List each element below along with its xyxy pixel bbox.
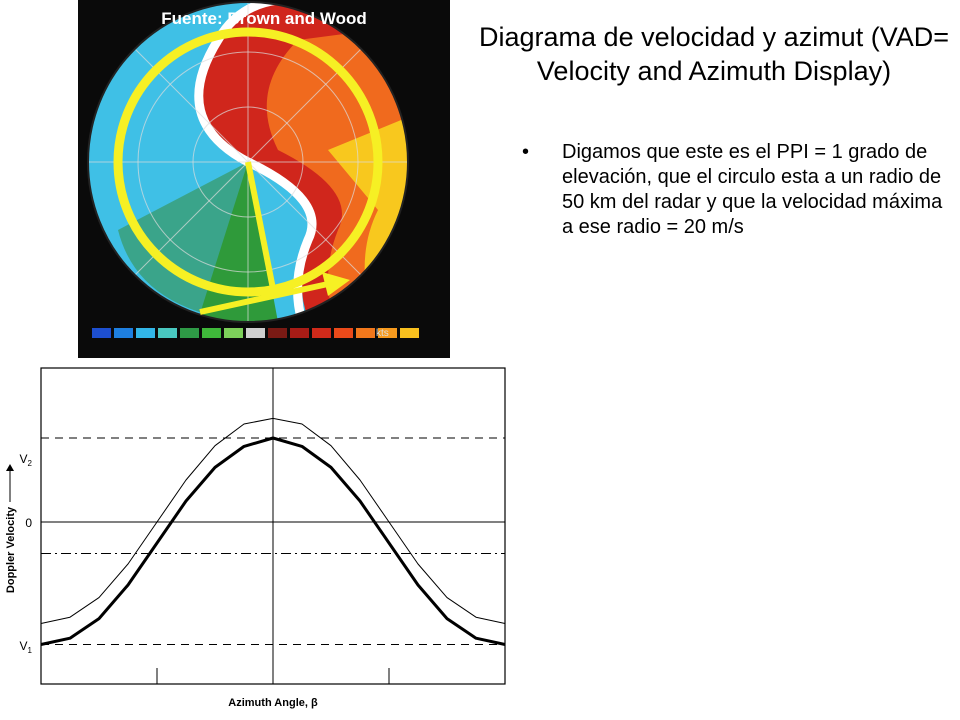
- color-bar-swatch: [378, 328, 397, 338]
- y-tick-label-zero: 0: [25, 516, 32, 530]
- color-bar-swatch: [312, 328, 331, 338]
- zero-velocity-band-south: [246, 157, 322, 322]
- vad-chart: V2 0 V1 Doppler Velocity Azimuth Angle, …: [0, 360, 520, 720]
- color-bar-swatch: [114, 328, 133, 338]
- color-bar-swatch: [92, 328, 111, 338]
- outbound-region-yellow: [328, 100, 408, 300]
- color-bar-unit-label: kts: [376, 328, 389, 339]
- y-tick-label-v2: V2: [20, 452, 33, 468]
- radius-line-overlay: [245, 161, 277, 295]
- bullet-text: Digamos que este es el PPI = 1 grado de …: [562, 141, 943, 238]
- vad-chart-svg: V2 0 V1 Doppler Velocity Azimuth Angle, …: [5, 367, 506, 709]
- series-lines: [40, 417, 506, 646]
- velocity-arrow-head: [322, 272, 350, 296]
- velocity-curve-thin: [40, 417, 506, 624]
- zero-velocity-band-north: [194, 2, 279, 166]
- color-bar-swatch: [268, 328, 287, 338]
- analysis-circle-overlay: [113, 27, 383, 297]
- color-bar-swatch: [224, 328, 243, 338]
- color-bar-swatch: [158, 328, 177, 338]
- image-credit: Fuente: Brown and Wood: [161, 9, 367, 28]
- y-tick-label-v1: V1: [20, 639, 33, 655]
- y-axis-arrow-icon: [6, 464, 14, 471]
- color-bar-swatch: [180, 328, 199, 338]
- velocity-vector-arrow: [199, 281, 329, 315]
- radar-scan-edge: [87, 1, 409, 323]
- color-bar-swatch: [246, 328, 265, 338]
- bullet-list: • Digamos que este es el PPI = 1 grado d…: [520, 140, 950, 240]
- color-bar-swatch: [202, 328, 221, 338]
- y-axis-label: Doppler Velocity: [5, 506, 17, 593]
- bullet-item: • Digamos que este es el PPI = 1 grado d…: [520, 140, 950, 240]
- slide-title: Diagrama de velocidad y azimut (VAD= Vel…: [479, 22, 949, 86]
- x-axis-label: Azimuth Angle, β: [228, 697, 318, 709]
- y-axis-label-group: Doppler Velocity: [5, 464, 17, 593]
- color-bar-swatch: [400, 328, 419, 338]
- color-bar-swatch: [356, 328, 375, 338]
- bullet-dot-icon: •: [522, 141, 530, 163]
- velocity-color-bar: [92, 328, 419, 338]
- velocity-curve-thick: [40, 436, 506, 646]
- radar-ppi-svg: kts: [78, 0, 450, 358]
- color-bar-swatch: [290, 328, 309, 338]
- color-bar-swatch: [334, 328, 353, 338]
- color-bar-swatch: [136, 328, 155, 338]
- radar-ppi-image: kts: [78, 0, 450, 358]
